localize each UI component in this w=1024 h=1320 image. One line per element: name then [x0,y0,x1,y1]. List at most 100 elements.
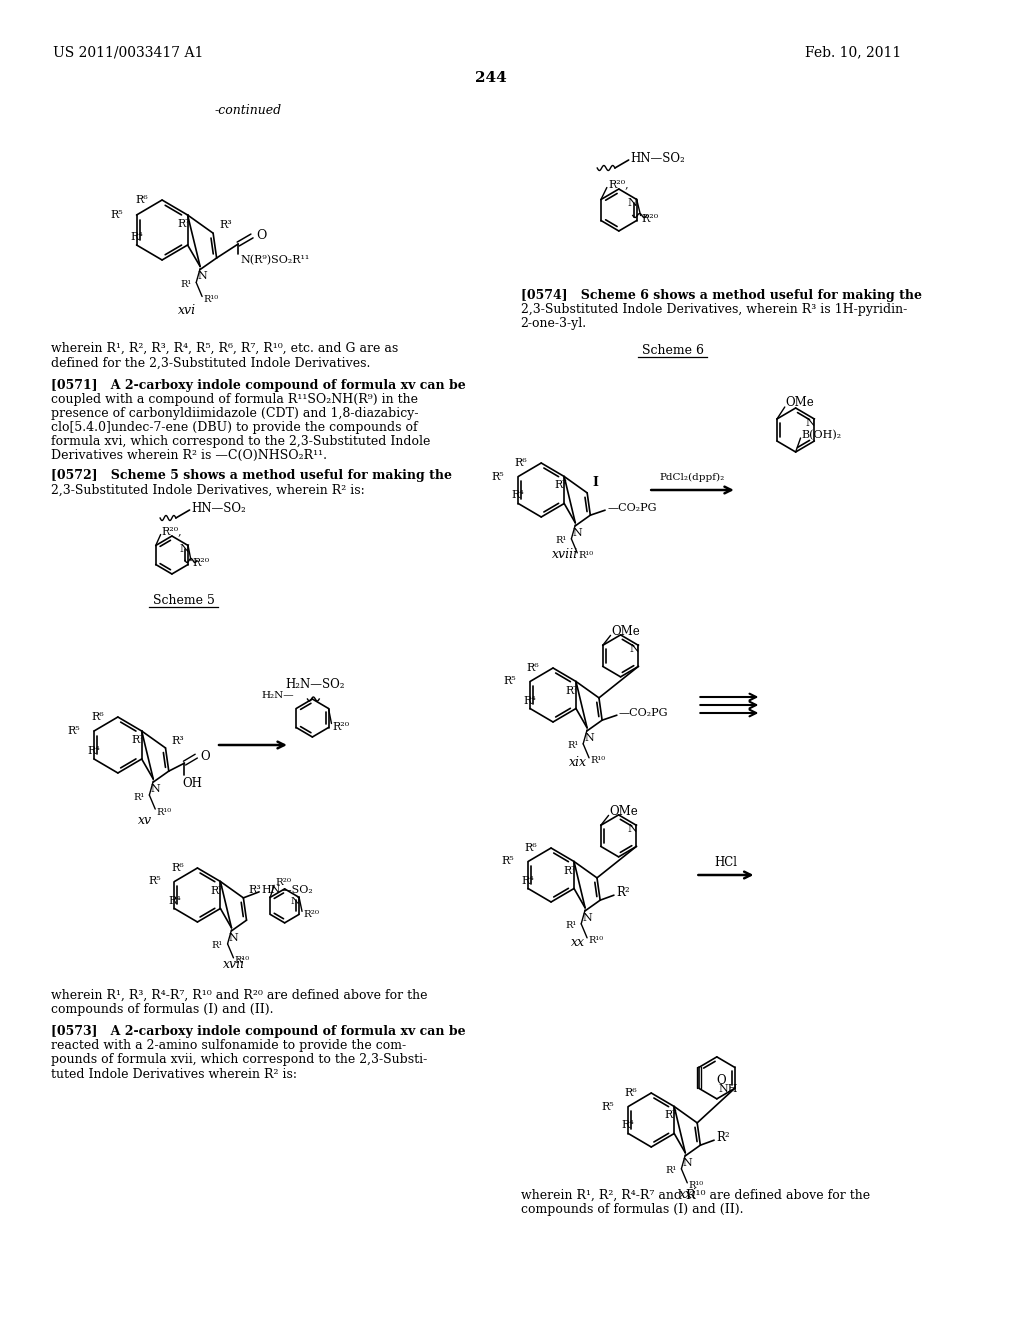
Text: R⁶: R⁶ [91,711,104,722]
Text: R¹⁰: R¹⁰ [588,936,603,945]
Text: R³: R³ [171,737,184,746]
Text: Scheme 5: Scheme 5 [153,594,215,606]
Text: OH: OH [182,776,203,789]
Text: R⁴: R⁴ [88,746,100,756]
Text: 2-one-3-yl.: 2-one-3-yl. [520,317,587,330]
Text: R⁴: R⁴ [521,875,535,886]
Text: wherein R¹, R², R⁴-R⁷ and R¹⁰ are defined above for the: wherein R¹, R², R⁴-R⁷ and R¹⁰ are define… [520,1188,869,1201]
Text: R⁵: R⁵ [111,210,123,220]
Text: N: N [584,733,594,743]
Text: presence of carbonyldiimidazole (CDT) and 1,8-diazabicy-: presence of carbonyldiimidazole (CDT) an… [51,407,419,420]
Text: R⁷: R⁷ [564,866,577,875]
Text: R³: R³ [248,884,261,895]
Text: R¹⁰: R¹⁰ [203,294,218,304]
Text: R⁴: R⁴ [168,895,181,906]
Text: HN—SO₂: HN—SO₂ [191,503,247,516]
Text: —CO₂PG: —CO₂PG [618,709,669,718]
Text: NH: NH [719,1084,738,1094]
Text: O: O [201,750,210,763]
Text: I: I [592,477,598,490]
Text: [0571]   A 2-carboxy indole compound of formula xv can be: [0571] A 2-carboxy indole compound of fo… [51,379,466,392]
Text: xviii: xviii [552,549,578,561]
Text: 244: 244 [475,71,507,84]
Text: xvi: xvi [177,304,196,317]
Text: R³: R³ [219,220,231,230]
Text: US 2011/0033417 A1: US 2011/0033417 A1 [53,45,204,59]
Text: xx: xx [570,936,585,949]
Text: HCl: HCl [715,855,737,869]
Text: R²⁰: R²⁰ [642,214,658,223]
Text: N: N [628,825,637,834]
Text: R⁵: R⁵ [148,876,161,887]
Text: R¹⁰: R¹⁰ [688,1181,703,1191]
Text: H₂N—SO₂: H₂N—SO₂ [285,678,344,692]
Text: R⁶: R⁶ [526,663,540,673]
Text: defined for the 2,3-Substituted Indole Derivatives.: defined for the 2,3-Substituted Indole D… [51,356,371,370]
Text: clo[5.4.0]undec-7-ene (DBU) to provide the compounds of: clo[5.4.0]undec-7-ene (DBU) to provide t… [51,421,418,433]
Text: R¹: R¹ [133,792,144,801]
Text: [0572]   Scheme 5 shows a method useful for making the: [0572] Scheme 5 shows a method useful fo… [51,470,452,483]
Text: N: N [806,418,815,428]
Text: N: N [583,913,592,923]
Text: Feb. 10, 2011: Feb. 10, 2011 [806,45,902,59]
Text: OMe: OMe [611,624,640,638]
Text: xv: xv [138,813,153,826]
Text: R⁷: R⁷ [664,1110,677,1121]
Text: R¹⁰: R¹⁰ [157,808,171,817]
Text: Derivatives wherein R² is —C(O)NHSO₂R¹¹.: Derivatives wherein R² is —C(O)NHSO₂R¹¹. [51,449,327,462]
Text: xvii: xvii [222,958,245,972]
Text: N: N [228,933,239,942]
Text: R⁷: R⁷ [565,685,579,696]
Text: 2,3-Substituted Indole Derivatives, wherein R² is:: 2,3-Substituted Indole Derivatives, wher… [51,483,365,496]
Text: R²⁰: R²⁰ [333,722,349,731]
Text: R⁶: R⁶ [515,458,527,469]
Text: R⁵: R⁵ [602,1101,614,1111]
Text: R¹⁰: R¹⁰ [579,552,593,561]
Text: O: O [256,230,266,243]
Text: R⁶: R⁶ [524,843,538,853]
Text: compounds of formulas (I) and (II).: compounds of formulas (I) and (II). [520,1203,743,1216]
Text: N(R⁹)SO₂R¹¹: N(R⁹)SO₂R¹¹ [241,255,309,265]
Text: R⁷: R⁷ [210,886,223,895]
Text: N: N [151,784,160,795]
Text: N: N [179,544,189,554]
Text: R⁵: R⁵ [68,726,80,737]
Text: R⁶: R⁶ [135,195,148,205]
Text: R¹: R¹ [565,921,577,931]
Text: R²⁰,: R²⁰, [162,527,182,536]
Text: Scheme 6: Scheme 6 [642,343,703,356]
Text: R⁴: R⁴ [622,1121,635,1130]
Text: tuted Indole Derivatives wherein R² is:: tuted Indole Derivatives wherein R² is: [51,1068,297,1081]
Text: N: N [630,644,639,655]
Text: R¹: R¹ [555,536,566,545]
Text: R¹: R¹ [666,1167,677,1175]
Text: R⁴: R⁴ [523,696,537,705]
Text: wherein R¹, R², R³, R⁴, R⁵, R⁶, R⁷, R¹⁰, etc. and G are as: wherein R¹, R², R³, R⁴, R⁵, R⁶, R⁷, R¹⁰,… [51,342,398,355]
Text: xix: xix [568,755,587,768]
Text: N: N [682,1158,692,1168]
Text: O: O [717,1074,726,1086]
Text: coupled with a compound of formula R¹¹SO₂NH(R⁹) in the: coupled with a compound of formula R¹¹SO… [51,392,418,405]
Text: [0574]   Scheme 6 shows a method useful for making the: [0574] Scheme 6 shows a method useful fo… [520,289,922,301]
Text: 2,3-Substituted Indole Derivatives, wherein R³ is 1H-pyridin-: 2,3-Substituted Indole Derivatives, wher… [520,302,907,315]
Text: R¹: R¹ [180,280,191,289]
Text: R⁷: R⁷ [177,219,190,228]
Text: formula xvi, which correspond to the 2,3-Substituted Indole: formula xvi, which correspond to the 2,3… [51,434,430,447]
Text: R⁵: R⁵ [504,676,516,686]
Text: OMe: OMe [785,396,814,409]
Text: R¹: R¹ [567,742,579,750]
Text: N: N [628,198,638,209]
Text: N: N [572,528,582,537]
Text: compounds of formulas (I) and (II).: compounds of formulas (I) and (II). [51,1002,273,1015]
Text: R²⁰: R²⁰ [303,909,319,919]
Text: reacted with a 2-amino sulfonamide to provide the com-: reacted with a 2-amino sulfonamide to pr… [51,1040,407,1052]
Text: -continued: -continued [214,103,282,116]
Text: R²: R² [716,1131,730,1143]
Text: R⁴: R⁴ [130,232,143,242]
Text: HN—SO₂: HN—SO₂ [631,153,685,165]
Text: OMe: OMe [609,805,638,818]
Text: pounds of formula xvii, which correspond to the 2,3-Substi-: pounds of formula xvii, which correspond… [51,1053,427,1067]
Text: wherein R¹, R³, R⁴-R⁷, R¹⁰ and R²⁰ are defined above for the: wherein R¹, R³, R⁴-R⁷, R¹⁰ and R²⁰ are d… [51,989,428,1002]
Text: R²⁰: R²⁰ [191,558,209,569]
Text: R²: R² [615,886,630,899]
